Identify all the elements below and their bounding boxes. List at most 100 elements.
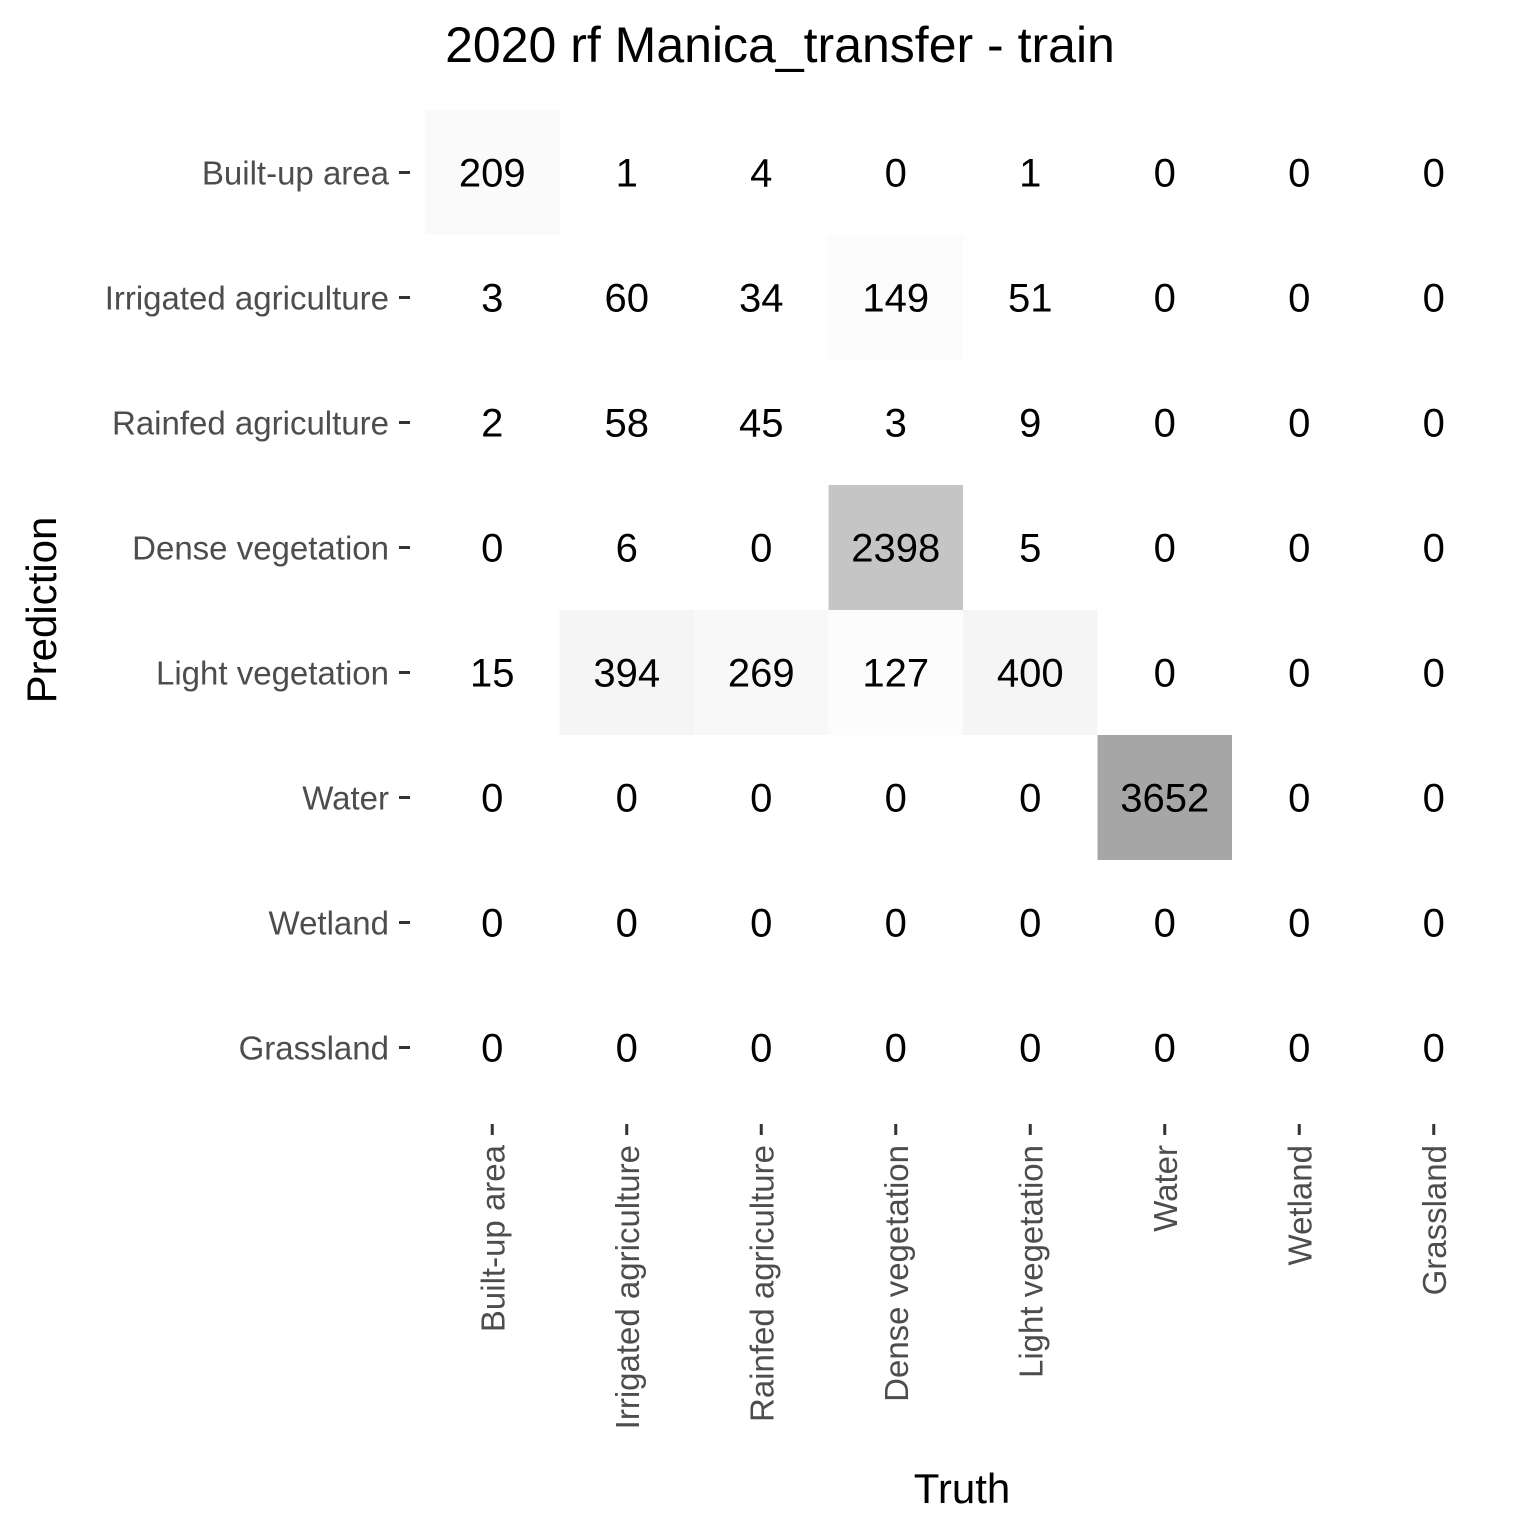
cell-value-label: 0 <box>1423 527 1445 571</box>
heatmap-cell-irrigated-agriculture-water <box>1097 235 1233 361</box>
x-axis-ticks: Built-up area Irrigated agriculture Rainfe… <box>474 1124 1453 1429</box>
heatmap-cell-grassland-irrigated-agriculture <box>559 985 695 1111</box>
cell-value-label: 0 <box>1288 902 1310 946</box>
cell-value-label: 0 <box>481 777 503 821</box>
heatmap-cell-built-up-area-irrigated-agriculture <box>559 110 695 236</box>
y-tick-label-rainfed-agriculture: Rainfed agriculture <box>112 405 389 442</box>
heatmap-cell-grassland-rainfed-agriculture <box>694 985 829 1111</box>
heatmap-cell-water-light-vegetation <box>963 735 1098 861</box>
cell-value-label: 0 <box>481 1027 503 1071</box>
heatmap-cell-irrigated-agriculture-light-vegetation <box>963 235 1098 361</box>
cell-value-label: 3 <box>481 277 503 321</box>
y-axis-ticks: Built-up area Irrigated agriculture Rainfe… <box>105 155 410 1067</box>
heatmap-cell-light-vegetation-dense-vegetation <box>828 610 964 736</box>
x-axis-title: Truth <box>914 1465 1010 1512</box>
heatmap-cell-water-built-up-area <box>425 735 560 861</box>
cell-value-label: 15 <box>470 652 515 696</box>
y-tick-label-grassland: Grassland <box>239 1030 389 1067</box>
cell-value-label: 0 <box>750 1027 772 1071</box>
heatmap-cell-built-up-area-light-vegetation <box>963 110 1098 236</box>
cell-value-label: 34 <box>739 277 784 321</box>
heatmap-cell-water-irrigated-agriculture <box>559 735 695 861</box>
heatmap-cell-built-up-area-wetland <box>1232 110 1367 236</box>
heatmap-cell-built-up-area-dense-vegetation <box>828 110 964 236</box>
heatmap-cell-grassland-dense-vegetation <box>828 985 964 1111</box>
cell-value-label: 0 <box>1019 777 1041 821</box>
y-tick-label-dense-vegetation: Dense vegetation <box>132 530 389 567</box>
cell-value-label: 0 <box>1288 277 1310 321</box>
heatmap-cell-dense-vegetation-grassland <box>1366 485 1502 611</box>
heatmap-cell-grassland-grassland <box>1366 985 1502 1111</box>
y-axis-title: Prediction <box>18 517 65 704</box>
cell-value-label: 6 <box>616 527 638 571</box>
x-tick-label-water: Water <box>1147 1145 1184 1232</box>
heatmap-cell-light-vegetation-wetland <box>1232 610 1367 736</box>
chart-title: 2020 rf Manica_transfer - train <box>445 17 1115 73</box>
heatmap-cell-wetland-water <box>1097 860 1233 986</box>
heatmap-cell-dense-vegetation-dense-vegetation <box>828 485 964 611</box>
heatmap-cell-labels: 209 1 4 0 1 0 0 03 60 34 149 51 0 0 02 58 45 3 9 0 0 00 6 0 2398… <box>459 152 1445 1071</box>
cell-value-label: 45 <box>739 402 784 446</box>
heatmap-cell-rainfed-agriculture-wetland <box>1232 360 1367 486</box>
heatmap-cell-irrigated-agriculture-dense-vegetation <box>828 235 964 361</box>
x-tick-label-wetland: Wetland <box>1281 1145 1318 1265</box>
heatmap-cell-grassland-built-up-area <box>425 985 560 1111</box>
heatmap-cell-rainfed-agriculture-rainfed-agriculture <box>694 360 829 486</box>
heatmap-cells <box>425 110 1502 1111</box>
cell-value-label: 0 <box>1423 1027 1445 1071</box>
cell-value-label: 0 <box>481 902 503 946</box>
cell-value-label: 269 <box>728 652 795 696</box>
heatmap-cell-light-vegetation-light-vegetation <box>963 610 1098 736</box>
cell-value-label: 0 <box>1019 1027 1041 1071</box>
heatmap-cell-built-up-area-water <box>1097 110 1233 236</box>
heatmap-cell-light-vegetation-grassland <box>1366 610 1502 736</box>
cell-value-label: 1 <box>1019 152 1041 196</box>
cell-value-label: 0 <box>885 1027 907 1071</box>
cell-value-label: 0 <box>1288 152 1310 196</box>
cell-value-label: 3 <box>885 402 907 446</box>
x-tick-label-dense-vegetation: Dense vegetation <box>878 1145 915 1402</box>
cell-value-label: 149 <box>862 277 929 321</box>
cell-value-label: 0 <box>1154 1027 1176 1071</box>
cell-value-label: 0 <box>1423 902 1445 946</box>
cell-value-label: 0 <box>616 902 638 946</box>
heatmap-cell-rainfed-agriculture-water <box>1097 360 1233 486</box>
heatmap-cell-dense-vegetation-rainfed-agriculture <box>694 485 829 611</box>
heatmap-cell-wetland-light-vegetation <box>963 860 1098 986</box>
cell-value-label: 2398 <box>851 527 940 571</box>
y-tick-label-light-vegetation: Light vegetation <box>156 655 389 692</box>
x-tick-label-built-up-area: Built-up area <box>474 1144 511 1332</box>
cell-value-label: 0 <box>1019 902 1041 946</box>
heatmap-cell-irrigated-agriculture-irrigated-agriculture <box>559 235 695 361</box>
heatmap-cell-light-vegetation-irrigated-agriculture <box>559 610 695 736</box>
cell-value-label: 0 <box>1423 777 1445 821</box>
cell-value-label: 0 <box>1288 402 1310 446</box>
cell-value-label: 58 <box>605 402 650 446</box>
cell-value-label: 0 <box>1154 152 1176 196</box>
y-tick-label-irrigated-agriculture: Irrigated agriculture <box>105 280 389 317</box>
heatmap-cell-grassland-water <box>1097 985 1233 1111</box>
cell-value-label: 51 <box>1008 277 1053 321</box>
heatmap-cell-rainfed-agriculture-irrigated-agriculture <box>559 360 695 486</box>
heatmap-cell-light-vegetation-rainfed-agriculture <box>694 610 829 736</box>
heatmap-cell-water-water <box>1097 735 1233 861</box>
heatmap-cell-rainfed-agriculture-light-vegetation <box>963 360 1098 486</box>
cell-value-label: 394 <box>593 652 660 696</box>
heatmap-cell-wetland-grassland <box>1366 860 1502 986</box>
heatmap-cell-dense-vegetation-water <box>1097 485 1233 611</box>
cell-value-label: 0 <box>1423 152 1445 196</box>
heatmap-cell-grassland-wetland <box>1232 985 1367 1111</box>
cell-value-label: 4 <box>750 152 772 196</box>
heatmap-cell-rainfed-agriculture-dense-vegetation <box>828 360 964 486</box>
heatmap-cell-dense-vegetation-wetland <box>1232 485 1367 611</box>
cell-value-label: 3652 <box>1120 777 1209 821</box>
cell-value-label: 0 <box>1154 527 1176 571</box>
heatmap-cell-water-wetland <box>1232 735 1367 861</box>
heatmap-cell-light-vegetation-built-up-area <box>425 610 560 736</box>
y-tick-label-built-up-area: Built-up area <box>202 155 390 192</box>
cell-value-label: 0 <box>885 777 907 821</box>
cell-value-label: 400 <box>997 652 1064 696</box>
cell-value-label: 0 <box>1288 527 1310 571</box>
y-tick-label-wetland: Wetland <box>269 905 389 942</box>
heatmap-cell-wetland-rainfed-agriculture <box>694 860 829 986</box>
